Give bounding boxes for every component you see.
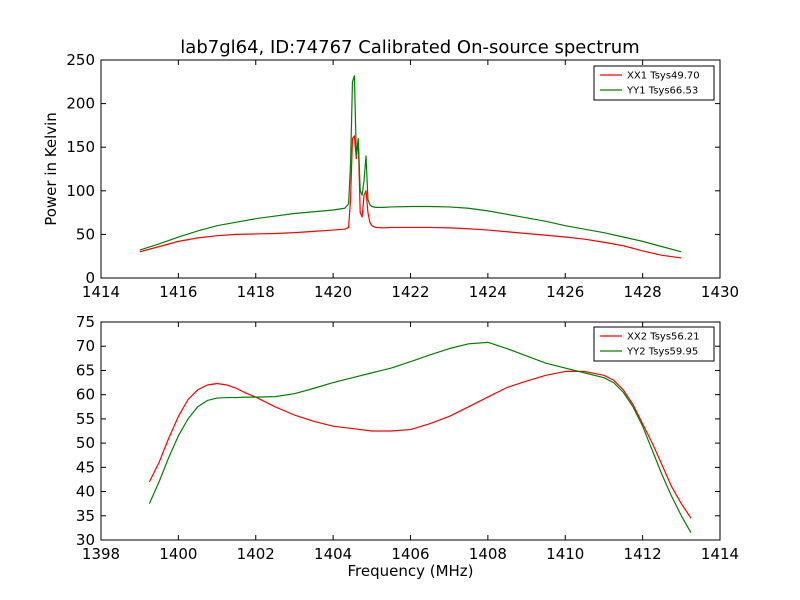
x-tick-label: 1414 <box>701 545 739 563</box>
x-tick-label: 1398 <box>82 545 120 563</box>
legend-1: XX1 Tsys49.70 YY1 Tsys66.53 <box>593 65 715 101</box>
series-line-2-1 <box>148 370 692 519</box>
legend-entry-label: XX1 Tsys49.70 <box>627 71 700 82</box>
y-tick-label: 30 <box>76 531 95 549</box>
series-line-1-2 <box>139 75 682 253</box>
series-line-1-1 <box>139 135 682 259</box>
x-tick-label: 1420 <box>314 283 352 301</box>
x-tick-label: 1402 <box>237 545 275 563</box>
x-tick-label: 1416 <box>159 283 197 301</box>
legend-entry-label: YY1 Tsys66.53 <box>626 86 698 97</box>
y-tick-label: 200 <box>66 95 95 113</box>
figure-title: lab7gl64, ID:74767 Calibrated On-source … <box>180 37 639 58</box>
x-tick-label: 1406 <box>391 545 429 563</box>
series-line-2-2 <box>148 341 692 534</box>
y-tick-label: 150 <box>66 138 95 156</box>
y-tick-label: 40 <box>76 483 95 501</box>
y-tick-label: 35 <box>76 507 95 525</box>
x-tick-label: 1414 <box>82 283 120 301</box>
chart-panel-2: 1398 1400 1402 1404 1406 1408 1410 1412 1414 30 35… <box>76 313 739 580</box>
chart-panel-1: 1414 1416 1418 1420 1422 1424 1426 1428 1430 0 50 1… <box>42 51 739 301</box>
y-tick-label: 250 <box>66 51 95 69</box>
y-axis-label: Power in Kelvin <box>42 112 60 226</box>
x-tick-label: 1428 <box>624 283 662 301</box>
x-tick-label: 1412 <box>624 545 662 563</box>
x-tick-label: 1418 <box>237 283 275 301</box>
plots-group: 1414 1416 1418 1420 1422 1424 1426 1428 14300501… <box>42 51 739 580</box>
y-tick-label: 45 <box>76 458 95 476</box>
legend-entry-label: YY2 Tsys59.95 <box>626 347 698 358</box>
legend-box <box>593 65 715 101</box>
y-tick-label: 0 <box>85 269 95 287</box>
x-axis-label: Frequency (MHz) <box>347 562 473 580</box>
x-tick-label: 1430 <box>701 283 739 301</box>
x-tick-label: 1424 <box>469 283 507 301</box>
y-tick-label: 50 <box>76 225 95 243</box>
x-tick-label: 1410 <box>546 545 584 563</box>
y-tick-label: 60 <box>76 386 95 404</box>
y-tick-label: 50 <box>76 434 95 452</box>
y-tick-label: 65 <box>76 361 95 379</box>
x-tick-label: 1408 <box>469 545 507 563</box>
legend-2: XX2 Tsys56.21 YY2 Tsys59.95 <box>593 326 715 362</box>
x-tick-label: 1404 <box>314 545 352 563</box>
legend-box <box>593 326 715 362</box>
y-tick-label: 75 <box>76 313 95 331</box>
legend-entry-label: XX2 Tsys56.21 <box>627 332 700 343</box>
y-tick-label: 100 <box>66 182 95 200</box>
y-tick-label: 55 <box>76 410 95 428</box>
x-tick-label: 1400 <box>159 545 197 563</box>
y-tick-label: 70 <box>76 337 95 355</box>
x-tick-label: 1422 <box>391 283 429 301</box>
x-tick-label: 1426 <box>546 283 584 301</box>
